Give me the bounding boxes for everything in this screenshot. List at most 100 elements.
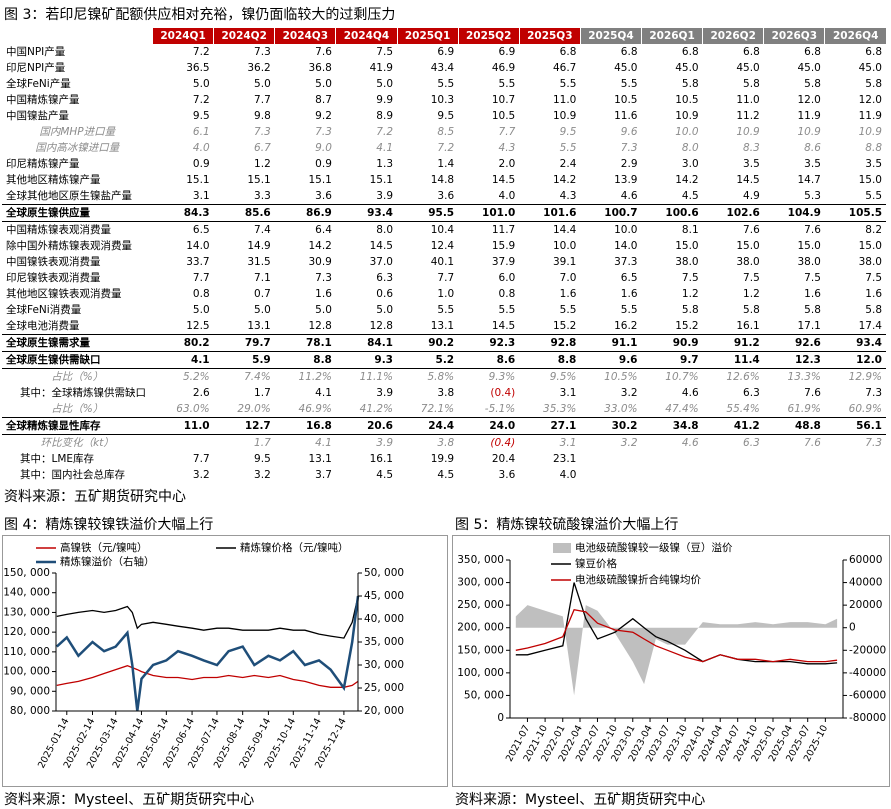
row-label: 印尼NPI产量 (6, 61, 66, 74)
cell: 15.2 (552, 319, 577, 332)
y2-tick-label: -80000 (849, 712, 886, 724)
cell: 12.8 (369, 319, 393, 332)
cell: 7.2 (437, 141, 455, 154)
cell (642, 451, 703, 467)
y-tick-label: 140, 000 (3, 587, 50, 599)
cell: 6.3 (743, 436, 760, 449)
cell: 7.5 (865, 271, 882, 284)
cell: 84.3 (152, 204, 214, 222)
y2-tick-label: 40000 (849, 577, 882, 589)
cell: 1.2 (681, 287, 699, 300)
cell: 8.8 (519, 351, 581, 369)
column-header: 2025Q4 (579, 28, 642, 44)
cell: 7.1 (254, 271, 271, 284)
cell: 3.5 (865, 157, 882, 170)
cell: 10.5 (675, 93, 699, 106)
cell: 38.0 (858, 255, 882, 268)
y2-tick-label: 50, 000 (364, 567, 404, 579)
row-label: 印尼镍铁表观消费量 (6, 271, 101, 284)
cell: 7.6 (315, 45, 332, 58)
table-row: 中国精炼镍产量 7.2 7.7 8.7 9.9 10.3 10.7 11.0 10.5 10.5 1… (2, 92, 886, 108)
cell: 5.0 (376, 303, 393, 316)
cell: 7.2 (192, 93, 210, 106)
table-row: 环比变化（kt） 1.7 4.1 3.9 3.8 (0.4) 3.1 3.2 4.6 6.3 7.6… (2, 435, 886, 452)
cell: 10.9 (736, 125, 760, 138)
cell: 3.1 (559, 386, 577, 399)
cell: 31.5 (247, 255, 271, 268)
cell: 14.5 (736, 173, 760, 186)
table-row: 印尼NPI产量 36.5 36.2 36.8 41.9 43.4 46.9 46.7 45.0 4… (2, 60, 886, 76)
cell: 3.1 (559, 436, 577, 449)
cell: 10.9 (675, 109, 699, 122)
row-label: 全球原生镍供应量 (2, 204, 153, 222)
table-row: 印尼精炼镍产量 0.9 1.2 0.9 1.3 1.4 2.0 2.4 2.9 3.0 3.5 3.5… (2, 156, 886, 172)
cell: 12.6% (726, 370, 760, 383)
cell: 8.5 (437, 125, 455, 138)
cell: 11.4 (702, 351, 764, 369)
corner (2, 28, 153, 44)
cell: 9.3% (488, 370, 516, 383)
cell: 15.1 (369, 173, 393, 186)
cell: 11.0 (736, 93, 760, 106)
cell: 20.4 (491, 452, 516, 465)
cell: 38.0 (675, 255, 699, 268)
legend-label: 电池级硫酸镍折合纯镍均价 (575, 573, 701, 586)
cell (580, 467, 641, 483)
cell: 84.1 (335, 334, 397, 352)
cell: 5.5 (620, 303, 638, 316)
cell: 6.5 (192, 223, 210, 236)
cell: 13.1 (247, 319, 271, 332)
cell: 12.0 (858, 93, 882, 106)
cell: 101.0 (458, 204, 520, 222)
cell: 92.3 (458, 334, 520, 352)
cell: (0.4) (490, 436, 516, 449)
cell: 11.9 (858, 109, 882, 122)
cell: 8.0 (376, 223, 393, 236)
cell: 5.8 (743, 77, 760, 90)
cell: 3.9 (376, 386, 393, 399)
column-header: 2026Q1 (640, 28, 703, 44)
cell: 0.9 (192, 157, 210, 170)
y2-tick-label: 20000 (849, 599, 882, 611)
cell: 6.0 (498, 271, 516, 284)
cell: 17.4 (858, 319, 882, 332)
cell: 8.2 (865, 223, 882, 236)
y2-tick-label: 35, 000 (364, 636, 404, 648)
chart-4: 高镍铁（元/镍吨） 精炼镍价格（元/镍吨） 精炼镍溢价（右轴） 80, 000 90, … (3, 541, 404, 770)
cell: 24.4 (397, 417, 459, 435)
cell: 2.6 (192, 386, 210, 399)
cell: 3.2 (620, 386, 638, 399)
cell (764, 467, 825, 483)
cell: 61.9% (787, 402, 821, 415)
cell: 1.7 (254, 386, 271, 399)
table-row: 全球电池消费量 12.5 13.1 12.8 12.8 13.1 14.5 15.2 16.2 1… (2, 318, 886, 335)
cell: 7.5 (681, 271, 699, 284)
cell: 60.9% (848, 402, 882, 415)
fig4-frame (2, 535, 448, 787)
y-tick-label: 80, 000 (10, 705, 50, 717)
cell: 15.0 (675, 239, 699, 252)
row-label: 中国NPI产量 (6, 45, 66, 58)
table-row: 中国镍盐产量 9.5 9.8 9.2 8.9 9.5 10.5 10.9 11.6 10.9 11.… (2, 108, 886, 124)
row-label: 全球原生镍需求量 (2, 334, 153, 352)
cell: 3.9 (376, 189, 393, 202)
cell: 30.9 (308, 255, 332, 268)
cell: 6.7 (254, 141, 271, 154)
legend-label: 电池级硫酸镍较一级镍（豆）溢价 (575, 541, 733, 554)
cell: 4.5 (437, 468, 455, 481)
cell: 9.0 (315, 141, 332, 154)
cell: 15.1 (308, 173, 332, 186)
column-header: 2026Q2 (702, 28, 764, 44)
cell: 8.0 (681, 141, 699, 154)
cell: 7.3 (254, 125, 271, 138)
y2-tick-label: -20000 (849, 644, 886, 656)
cell: 4.1 (315, 386, 332, 399)
y2-tick-label: -60000 (849, 689, 886, 701)
table-row: 全球FeNi消费量 5.0 5.0 5.0 5.0 5.5 5.5 5.5 5.5 5.8 5.8 5… (2, 302, 886, 318)
legend-swatch (553, 543, 571, 553)
y-tick-label: 100, 000 (3, 666, 50, 678)
table-row: 国内MHP进口量 6.1 7.3 7.3 7.2 8.5 7.7 9.5 9.6 10.0 10.9… (2, 124, 886, 140)
line (56, 596, 359, 639)
cell: 6.8 (743, 45, 760, 58)
legend-label: 高镍铁（元/镍吨） (60, 541, 148, 554)
